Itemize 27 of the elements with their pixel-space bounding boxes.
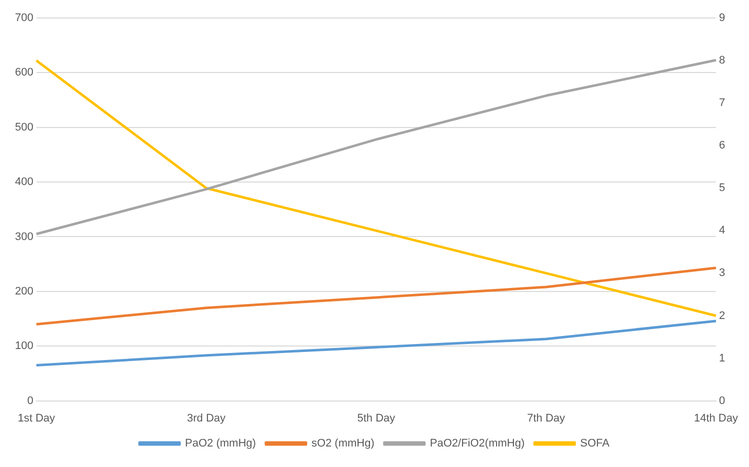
x-tick-label: 7th Day <box>527 412 566 424</box>
y2-tick-label: 3 <box>718 267 726 280</box>
x-tick-label: 3rd Day <box>186 412 226 424</box>
y2-tick-label: 2 <box>718 310 726 322</box>
y2-tick-label: 0 <box>718 394 726 407</box>
legend-label: SOFA <box>580 438 610 450</box>
y2-tick-label: 9 <box>718 12 726 24</box>
legend-label: sO2 (mmHg) <box>311 438 374 450</box>
y2-tick-label: 6 <box>718 140 726 152</box>
x-tick-label: 5th Day <box>357 412 396 424</box>
y2-tick-label: 8 <box>718 54 726 67</box>
y-tick-label: 100 <box>14 340 34 352</box>
y-tick-label: 400 <box>14 176 34 188</box>
y2-tick-label: 5 <box>718 182 726 194</box>
y2-tick-label: 7 <box>718 97 726 110</box>
y-tick-label: 300 <box>14 230 34 243</box>
legend-label: PaO2 (mmHg) <box>185 438 256 450</box>
y-tick-label: 500 <box>14 121 34 134</box>
legend-label: PaO2/FiO2(mmHg) <box>430 438 525 450</box>
y-tick-label: 0 <box>27 394 34 407</box>
x-tick-label: 1st Day <box>18 412 56 424</box>
y2-tick-label: 4 <box>718 224 726 237</box>
x-tick-label: 14th Day <box>694 412 738 424</box>
y2-tick-label: 1 <box>718 352 726 364</box>
y-tick-label: 600 <box>14 66 34 79</box>
y-tick-label: 700 <box>14 12 34 24</box>
y-tick-label: 200 <box>14 285 34 298</box>
